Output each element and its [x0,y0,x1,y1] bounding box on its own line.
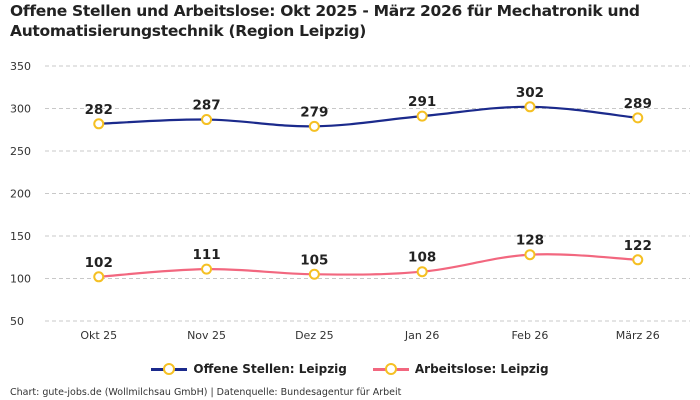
y-tick-label: 250 [10,145,31,158]
legend-label: Offene Stellen: Leipzig [193,362,347,376]
x-tick-label: Nov 25 [187,329,226,342]
data-label: 279 [300,104,328,120]
y-tick-label: 50 [10,315,24,328]
y-tick-label: 300 [10,103,31,116]
data-label: 105 [300,252,328,268]
legend-item-arbeitslose[interactable]: Arbeitslose: Leipzig [372,362,549,376]
y-tick-label: 150 [10,230,31,243]
chart-title: Offene Stellen und Arbeitslose: Okt 2025… [10,2,640,40]
data-label: 111 [192,247,220,263]
data-label: 108 [408,250,436,266]
x-tick-label: Jan 26 [404,329,439,342]
y-tick-label: 200 [10,188,31,201]
data-point [308,268,320,280]
data-point [524,101,536,113]
y-tick-label: 100 [10,273,31,286]
x-tick-label: Feb 26 [511,329,548,342]
x-tick-label: Dez 25 [295,329,334,342]
series-line [98,105,638,128]
data-label: 287 [192,98,220,114]
legend: Offene Stellen: Leipzig Arbeitslose: Lei… [0,362,700,376]
data-point [201,114,213,126]
line-chart: 50 100 150 200 250 300 350 Okt 25 Nov 25 Dez 25 Ja… [10,60,690,342]
data-label: 291 [408,94,436,110]
x-tick-label: März 26 [616,329,660,342]
data-point [632,254,644,266]
legend-item-offene-stellen[interactable]: Offene Stellen: Leipzig [151,362,347,376]
legend-label: Arbeitslose: Leipzig [414,362,549,376]
y-tick-label: 350 [10,60,31,73]
data-label: 302 [516,85,544,101]
data-label: 282 [85,102,113,118]
data-point [416,266,428,278]
data-point [416,110,428,122]
data-label: 102 [85,255,113,271]
data-point [93,118,105,130]
data-point [93,271,105,283]
data-point [308,120,320,132]
data-point [632,112,644,124]
series-line [98,253,638,278]
data-label: 128 [516,233,544,249]
x-tick-label: Okt 25 [80,329,117,342]
legend-marker-icon [372,363,409,375]
legend-marker-icon [151,363,188,375]
source-footer: Chart: gute-jobs.de (Wollmilchsau GmbH) … [10,387,402,398]
data-point [524,249,536,261]
data-label: 122 [624,238,652,254]
data-point [201,263,213,275]
data-label: 289 [624,96,652,112]
